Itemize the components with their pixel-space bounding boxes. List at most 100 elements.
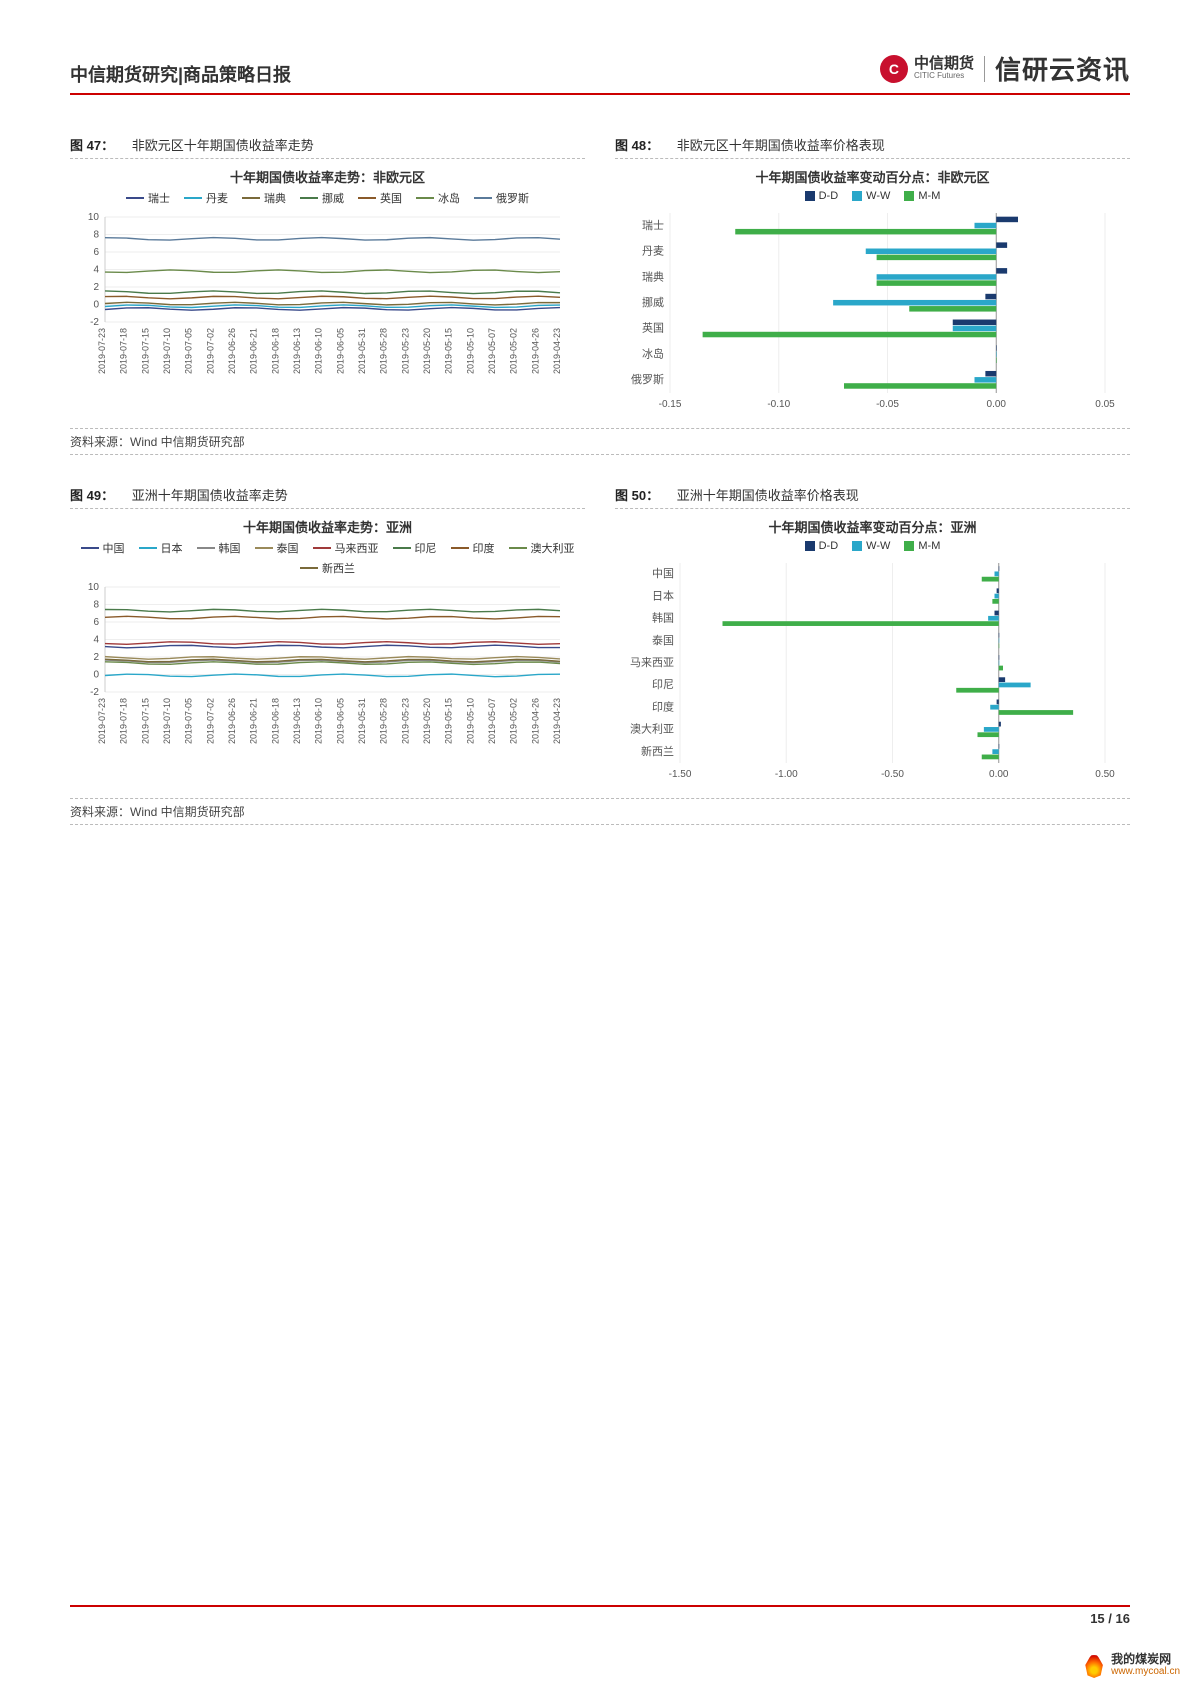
svg-text:瑞典: 瑞典 <box>642 269 664 283</box>
svg-text:2019-07-10: 2019-07-10 <box>162 328 172 374</box>
svg-text:0: 0 <box>93 670 99 681</box>
chart-inner-title: 十年期国债收益率走势：亚洲 <box>70 517 585 536</box>
fig-name: 亚洲十年期国债收益率价格表现 <box>677 488 859 503</box>
charts-row-1: 图 47： 非欧元区十年期国债收益率走势 十年期国债收益率走势：非欧元区 瑞士丹… <box>70 135 1130 418</box>
chart-49: 图 49： 亚洲十年期国债收益率走势 十年期国债收益率走势：亚洲 中国日本韩国泰… <box>70 485 585 788</box>
chart-legend: D-DW-WM-M <box>615 540 1130 552</box>
svg-text:2019-05-10: 2019-05-10 <box>465 698 475 744</box>
svg-text:澳大利亚: 澳大利亚 <box>630 722 674 736</box>
chart-50: 图 50： 亚洲十年期国债收益率价格表现 十年期国债收益率变动百分点：亚洲 D-… <box>615 485 1130 788</box>
svg-text:8: 8 <box>93 230 99 241</box>
svg-text:2019-07-02: 2019-07-02 <box>205 698 215 744</box>
legend-item: M-M <box>904 190 940 202</box>
svg-text:2019-06-13: 2019-06-13 <box>292 698 302 744</box>
svg-text:2019-06-18: 2019-06-18 <box>270 698 280 744</box>
svg-text:瑞士: 瑞士 <box>642 218 664 232</box>
brand-xinyan: 信研云资讯 <box>995 50 1130 87</box>
svg-text:0.50: 0.50 <box>1095 769 1115 780</box>
svg-text:4: 4 <box>93 635 99 646</box>
svg-text:2019-06-21: 2019-06-21 <box>249 328 259 374</box>
svg-text:挪威: 挪威 <box>642 295 664 309</box>
svg-text:俄罗斯: 俄罗斯 <box>631 373 664 386</box>
svg-text:2019-07-18: 2019-07-18 <box>119 328 129 374</box>
svg-text:2019-05-31: 2019-05-31 <box>357 698 367 744</box>
svg-text:2019-07-15: 2019-07-15 <box>140 698 150 744</box>
legend-item: 韩国 <box>197 540 241 556</box>
legend-item: 印度 <box>451 540 495 556</box>
svg-text:10: 10 <box>88 212 100 223</box>
svg-text:2019-04-26: 2019-04-26 <box>530 698 540 744</box>
svg-text:2019-05-23: 2019-05-23 <box>400 698 410 744</box>
header-title: 中信期货研究|商品策略日报 <box>70 61 291 87</box>
svg-text:2019-06-05: 2019-06-05 <box>335 698 345 744</box>
svg-text:0.00: 0.00 <box>989 769 1009 780</box>
svg-text:2019-05-07: 2019-05-07 <box>487 328 497 374</box>
svg-text:2019-05-28: 2019-05-28 <box>379 328 389 374</box>
chart-legend: D-D W-W M-M <box>615 190 1130 202</box>
svg-text:日本: 日本 <box>652 588 674 602</box>
svg-text:2019-05-20: 2019-05-20 <box>422 328 432 374</box>
svg-text:6: 6 <box>93 617 99 628</box>
svg-text:2019-07-05: 2019-07-05 <box>184 328 194 374</box>
svg-text:2019-06-26: 2019-06-26 <box>227 698 237 744</box>
svg-text:2019-07-15: 2019-07-15 <box>140 328 150 374</box>
svg-text:中国: 中国 <box>652 567 674 580</box>
chart-legend: 中国日本韩国泰国马来西亚印尼印度澳大利亚新西兰 <box>70 540 585 576</box>
hbar-chart-svg: -1.50-1.00-0.500.000.50中国日本韩国泰国马来西亚印尼印度澳… <box>615 558 1115 788</box>
svg-text:0.05: 0.05 <box>1095 399 1115 410</box>
svg-text:2019-04-26: 2019-04-26 <box>530 328 540 374</box>
legend-item: W-W <box>852 190 890 202</box>
svg-text:新西兰: 新西兰 <box>641 744 674 758</box>
header-brand: C 中信期货 CITIC Futures 信研云资讯 <box>880 50 1130 87</box>
chart-48: 图 48： 非欧元区十年期国债收益率价格表现 十年期国债收益率变动百分点：非欧元… <box>615 135 1130 418</box>
svg-text:印度: 印度 <box>652 699 674 713</box>
charts-row-2: 图 49： 亚洲十年期国债收益率走势 十年期国债收益率走势：亚洲 中国日本韩国泰… <box>70 485 1130 788</box>
svg-text:4: 4 <box>93 265 99 276</box>
svg-text:2019-06-13: 2019-06-13 <box>292 328 302 374</box>
svg-text:2019-04-23: 2019-04-23 <box>552 328 562 374</box>
line-chart-svg: -202468102019-07-232019-07-182019-07-152… <box>70 212 570 392</box>
citic-logo-icon: C <box>880 55 908 83</box>
svg-text:-0.05: -0.05 <box>876 399 899 410</box>
fig-name: 非欧元区十年期国债收益率价格表现 <box>677 138 885 153</box>
svg-text:印尼: 印尼 <box>652 678 674 691</box>
legend-item: 澳大利亚 <box>509 540 575 556</box>
legend-item: D-D <box>805 190 839 202</box>
svg-text:2019-04-23: 2019-04-23 <box>552 698 562 744</box>
legend-item: 瑞典 <box>242 190 286 206</box>
chart-inner-title: 十年期国债收益率变动百分点：亚洲 <box>615 517 1130 536</box>
chart-legend: 瑞士丹麦瑞典挪威英国冰岛俄罗斯 <box>70 190 585 206</box>
svg-text:2019-05-10: 2019-05-10 <box>465 328 475 374</box>
source-note: 资料来源：Wind 中信期货研究部 <box>70 798 1130 825</box>
chart-47: 图 47： 非欧元区十年期国债收益率走势 十年期国债收益率走势：非欧元区 瑞士丹… <box>70 135 585 418</box>
svg-text:2019-06-05: 2019-06-05 <box>335 328 345 374</box>
svg-text:2019-06-18: 2019-06-18 <box>270 328 280 374</box>
svg-text:2019-07-23: 2019-07-23 <box>97 698 107 744</box>
svg-text:10: 10 <box>88 582 100 593</box>
legend-item: 中国 <box>81 540 125 556</box>
svg-text:2: 2 <box>93 282 99 293</box>
chart-inner-title: 十年期国债收益率走势：非欧元区 <box>70 167 585 186</box>
page-header: 中信期货研究|商品策略日报 C 中信期货 CITIC Futures 信研云资讯 <box>70 50 1130 95</box>
svg-text:-2: -2 <box>90 687 99 698</box>
fig-num: 图 48： <box>615 138 659 153</box>
svg-text:-1.50: -1.50 <box>669 769 692 780</box>
line-chart-svg: -202468102019-07-232019-07-182019-07-152… <box>70 582 570 762</box>
legend-item: 马来西亚 <box>313 540 379 556</box>
svg-text:-0.15: -0.15 <box>659 399 682 410</box>
legend-item: 冰岛 <box>416 190 460 206</box>
svg-text:-1.00: -1.00 <box>775 769 798 780</box>
svg-text:2019-07-05: 2019-07-05 <box>184 698 194 744</box>
page-footer: 15 / 16 <box>70 1605 1130 1626</box>
fig-num: 图 50： <box>615 488 659 503</box>
legend-item: D-D <box>805 540 839 552</box>
svg-text:2019-06-26: 2019-06-26 <box>227 328 237 374</box>
fig-num: 图 49： <box>70 488 114 503</box>
svg-text:泰国: 泰国 <box>652 633 674 647</box>
svg-text:0.00: 0.00 <box>987 399 1007 410</box>
legend-item: 泰国 <box>255 540 299 556</box>
flame-icon <box>1083 1652 1105 1678</box>
svg-text:马来西亚: 马来西亚 <box>630 656 674 669</box>
svg-text:2019-07-02: 2019-07-02 <box>205 328 215 374</box>
svg-text:2019-05-31: 2019-05-31 <box>357 328 367 374</box>
